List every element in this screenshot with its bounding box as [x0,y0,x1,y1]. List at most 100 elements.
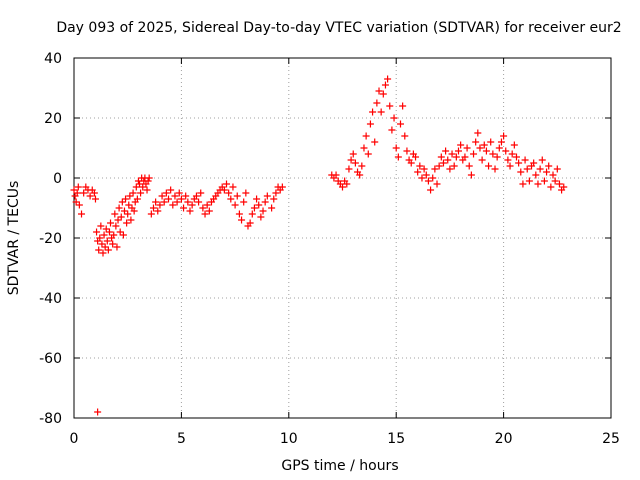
data-point [171,192,179,200]
data-point [91,195,99,203]
data-point [113,243,121,251]
data-point [225,189,233,197]
data-point [127,216,135,224]
data-point [75,201,83,209]
data-point [120,207,128,215]
data-point [427,186,435,194]
data-point [364,150,372,158]
data-point [414,168,422,176]
data-point [115,204,123,212]
data-point [491,165,499,173]
data-point [117,213,125,221]
data-point [502,147,510,155]
x-axis-label: GPS time / hours [281,458,398,474]
data-point [420,165,428,173]
data-point [147,210,155,218]
data-point [555,180,563,188]
data-point [192,192,200,200]
data-point [130,207,138,215]
data-point [530,159,538,167]
data-point [199,204,207,212]
data-point [173,198,181,206]
y-tick-label: 40 [44,51,62,67]
y-tick-label: -40 [39,291,62,307]
data-point [534,180,542,188]
data-point [93,228,101,236]
data-point [248,210,256,218]
data-point [500,132,508,140]
y-tick-label: -20 [39,231,62,247]
data-point [78,210,86,218]
x-tick-label: 5 [177,431,186,447]
data-point [99,249,107,257]
data-point [392,144,400,152]
data-point [510,141,518,149]
data-points [70,75,568,416]
data-point [418,174,426,182]
data-point [94,408,102,416]
data-point [268,204,276,212]
data-point [119,231,127,239]
data-point [278,183,286,191]
data-point [523,165,531,173]
data-point [122,195,130,203]
data-point [227,195,235,203]
data-point [125,201,133,209]
y-tick-label: -60 [39,351,62,367]
data-point [489,150,497,158]
data-point [439,159,447,167]
data-point [154,207,162,215]
data-point [165,195,173,203]
data-point [152,198,160,206]
data-point [407,159,415,167]
data-point [512,153,520,161]
data-point [478,156,486,164]
data-point [123,219,131,227]
data-point [446,165,454,173]
x-tick-label: 20 [495,431,513,447]
data-point [250,204,258,212]
data-point [272,189,280,197]
data-point [129,189,137,197]
data-point [242,189,250,197]
data-point [431,165,439,173]
data-point [195,198,203,206]
data-point [472,138,480,146]
data-point [360,144,368,152]
data-point [98,240,106,248]
y-axis-label: SDTVAR / TECUs [6,181,22,296]
data-point [118,198,126,206]
data-point [536,165,544,173]
data-point [381,81,389,89]
data-point [525,177,533,185]
data-point [390,114,398,122]
data-point [162,189,170,197]
data-point [422,171,430,179]
data-point [493,153,501,161]
data-point [538,156,546,164]
data-point [373,99,381,107]
data-point [112,222,120,230]
data-point [547,183,555,191]
data-point [515,159,523,167]
data-point [257,213,265,221]
data-point [186,207,194,215]
data-point [366,120,374,128]
data-point [553,165,561,173]
data-point [339,183,346,191]
data-point [519,180,527,188]
data-point [347,156,355,164]
chart-title: Day 093 of 2025, Sidereal Day-to-day VTE… [56,20,621,36]
data-point [454,147,462,155]
data-point [116,228,124,236]
data-point [444,156,452,164]
data-point [442,147,450,155]
data-point [144,177,152,185]
data-point [356,171,364,179]
data-point [448,150,456,158]
data-point [102,225,110,233]
data-point [457,141,465,149]
data-point [72,198,80,206]
data-point [95,246,103,254]
